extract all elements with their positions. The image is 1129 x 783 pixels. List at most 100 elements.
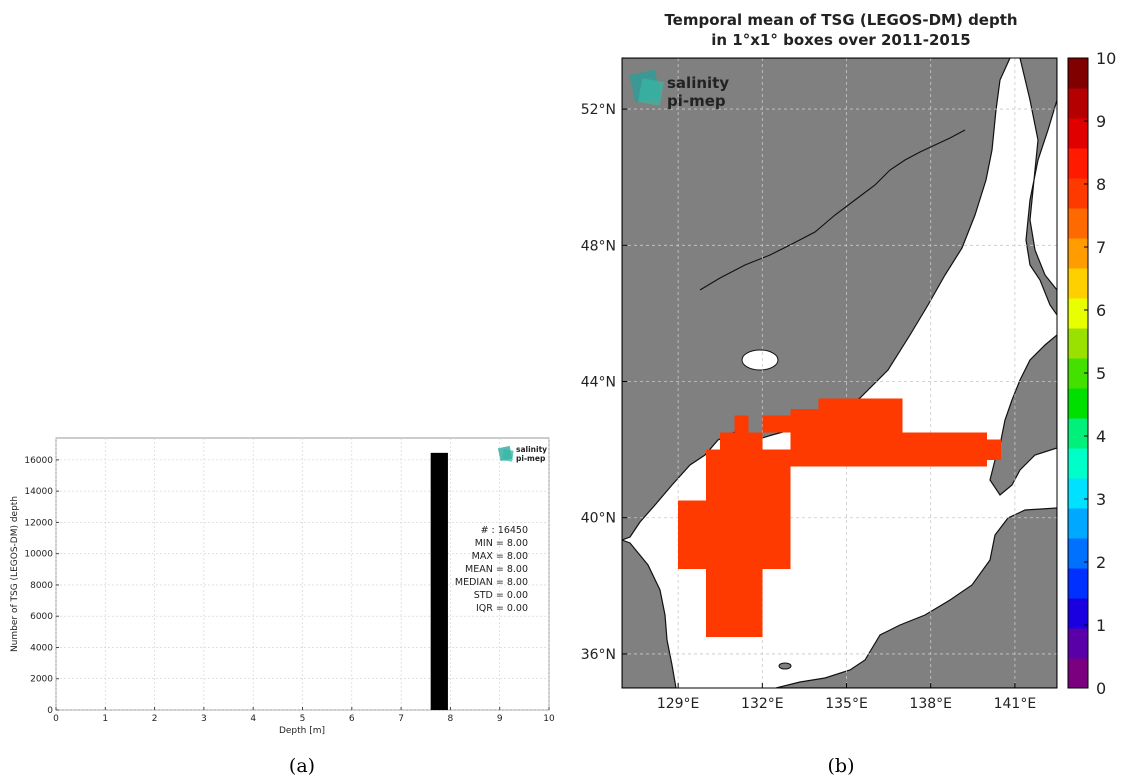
lat-tick-label: 40°N [581,511,616,527]
y-tick-label: 12000 [24,518,53,528]
lon-tick-label: 135°E [825,696,868,712]
land-korea [622,539,677,688]
colorbar-segment [1068,298,1088,329]
caption-a: (a) [289,755,315,777]
khanka-lake [741,349,779,371]
histogram-grid [55,438,550,711]
y-tick-label: 0 [47,706,53,716]
stat-count: # : 16450 [481,525,528,536]
map-subtitle: in 1°x1° boxes over 2011-2015 [711,31,970,49]
colorbar-segment [1068,418,1088,449]
colorbar: 0 1 2 3 4 5 6 7 8 9 10 [1067,49,1116,698]
map-cells [678,398,1001,637]
colorbar-tick-label: 8 [1096,175,1106,194]
panel-a-histogram: 0 1 2 3 4 5 6 7 8 9 10 0 2000 4000 6000 8000 10000 12000… [10,437,555,777]
map-cell [720,432,763,450]
colorbar-tick-label: 1 [1096,616,1106,635]
land-sakhalin [1019,58,1057,317]
stat-max: MAX = 8.00 [472,551,528,562]
colorbar-tick-label: 9 [1096,112,1106,131]
colorbar-segment [1068,148,1088,179]
x-tick-label: 4 [250,714,256,724]
colorbar-segment [1068,388,1088,419]
colorbar-segment [1068,88,1088,119]
y-tick-label: 6000 [30,612,53,622]
colorbar-segment [1068,568,1088,599]
histogram-x-ticks: 0 1 2 3 4 5 6 7 8 9 10 [53,707,555,724]
lat-tick-label: 44°N [581,375,616,391]
map-logo-top: salinity [667,74,729,92]
river-amur [699,129,966,291]
colorbar-tick-label: 4 [1096,427,1106,446]
stat-iqr: IQR = 0.00 [476,603,528,614]
x-tick-label: 8 [448,714,454,724]
x-tick-label: 3 [201,714,207,724]
colorbar-segment [1068,448,1088,479]
colorbar-segment [1068,328,1088,359]
lat-tick-label: 36°N [581,647,616,663]
map-cell [790,415,819,450]
x-tick-label: 6 [349,714,355,724]
histogram-x-label: Depth [m] [279,726,325,736]
map-area [622,58,1057,688]
map-cell [706,449,819,467]
map-frame [621,57,1058,689]
caption-b: (b) [828,755,855,777]
lat-tick-label: 52°N [581,102,616,118]
colorbar-segment [1068,358,1088,389]
salinity-logo-icon [629,69,664,106]
x-tick-label: 7 [398,714,404,724]
colorbar-segment [1068,58,1088,89]
x-tick-label: 2 [152,714,158,724]
colorbar-segment [1068,238,1088,269]
map-cell [734,415,749,433]
stat-median: MEDIAN = 8.00 [455,577,528,588]
histogram-logo-top: salinity [516,445,547,454]
histogram-stats: # : 16450 MIN = 8.00 MAX = 8.00 MEAN = 8… [455,525,528,614]
y-tick-label: 2000 [30,675,53,685]
x-tick-label: 5 [300,714,306,724]
colorbar-tick-label: 7 [1096,238,1106,257]
colorbar-tick-label: 10 [1096,49,1116,68]
land-hokkaido [989,334,1057,496]
map-lon-ticks: 129°E 132°E 135°E 138°E 141°E [657,683,1036,712]
colorbar-segment [1068,538,1088,569]
island-small [778,662,792,670]
stat-mean: MEAN = 8.00 [465,564,528,575]
colorbar-segment [1068,478,1088,509]
colorbar-tick-label: 2 [1096,553,1106,572]
y-tick-label: 14000 [24,487,53,497]
y-tick-label: 8000 [30,581,53,591]
colorbar-segment [1068,658,1088,689]
y-tick-label: 4000 [30,643,53,653]
colorbar-segment [1068,508,1088,539]
panel-b-map: Temporal mean of TSG (LEGOS-DM) depth in… [581,11,1117,777]
x-tick-label: 9 [497,714,503,724]
lon-tick-label: 132°E [741,696,784,712]
colorbar-segment [1068,118,1088,149]
histogram-logo: salinity pi-mep [497,445,547,463]
map-cell [706,568,763,637]
y-tick-label: 10000 [24,550,53,560]
x-tick-label: 0 [53,714,59,724]
map-logo-bottom: pi-mep [667,92,726,110]
lat-tick-label: 48°N [581,238,616,254]
histogram-y-ticks: 0 2000 4000 6000 8000 10000 12000 14000 16000 [24,456,59,716]
colorbar-tick-label: 5 [1096,364,1106,383]
colorbar-segment [1068,628,1088,659]
map-cell [762,415,791,433]
stat-min: MIN = 8.00 [475,538,528,549]
lon-tick-label: 129°E [657,696,700,712]
colorbar-tick-label: 0 [1096,679,1106,698]
map-cell [790,408,819,416]
map-title: Temporal mean of TSG (LEGOS-DM) depth [664,11,1017,29]
map-cell [678,500,707,569]
stat-std: STD = 0.00 [474,590,528,601]
map-cell [986,439,1001,460]
lon-tick-label: 141°E [994,696,1037,712]
map-cell [818,398,903,433]
map-cell [706,466,791,569]
map-logo: salinity pi-mep [629,69,729,110]
y-tick-label: 16000 [24,456,53,466]
